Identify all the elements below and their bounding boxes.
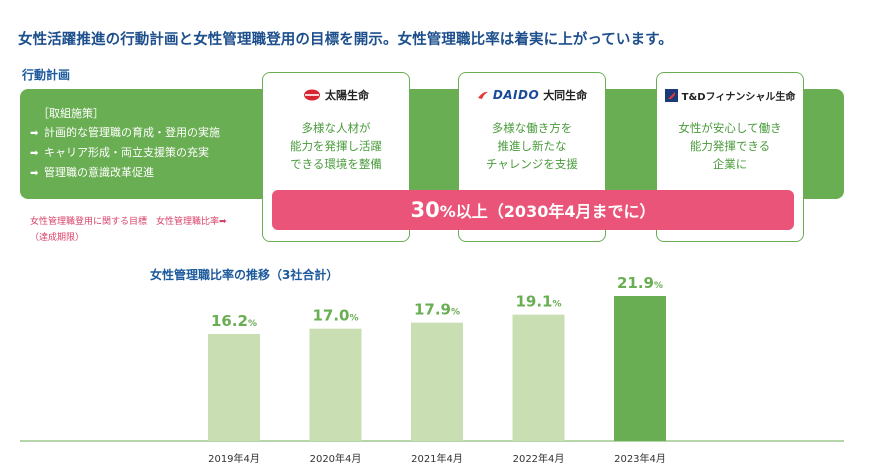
target-label: 女性管理職登用に関する目標 女性管理職比率➡ [30,217,227,227]
daido-wing-icon [477,91,488,99]
company-goal: 多様な働き方を 推進し新たな チャレンジを支援 [486,121,578,171]
target-sublabel: （達成期限） [30,233,85,243]
company-goal: 多様な人材が 能力を発揮し活躍 できる環境を整備 [290,121,382,171]
action-plan-label: 行動計画 [22,68,71,82]
taiyo-sun-icon [304,89,320,101]
td-flag-icon [664,88,678,102]
bar-value-label: 19.1% [515,293,561,311]
bar [309,328,362,441]
x-tick-label: 2021年4月 [411,452,463,465]
x-tick-label: 2022年4月 [513,452,565,465]
target-suffix: %以上（2030年4月までに） [439,202,656,221]
company-logo: T&Dフィナンシャル生命 [657,85,803,105]
company-goal: 女性が安心して働き 能力発揮できる 企業に [678,121,782,171]
policy-title: ［取組施策］ [38,107,104,120]
arrow-right-icon: ➡ [30,128,39,139]
x-tick-label: 2019年4月 [208,452,260,465]
x-tick-label: 2023年4月 [614,452,666,465]
bar-value-label: 17.9% [414,301,460,319]
company-name: T&Dフィナンシャル生命 [681,91,796,103]
target-value: 30 [410,198,440,222]
policy-item: ➡ 管理職の意識改革促進 [30,163,220,183]
daido-logotype: DAIDO [492,88,540,102]
policy-item: ➡ 計画的な管理職の育成・登用の実施 [30,123,220,143]
company-logo: 太陽生命 [263,85,409,105]
bar-value-label: 16.2% [211,312,257,330]
arrow-right-icon: ➡ [30,148,39,159]
company-logo: DAIDO 大同生命 [459,85,605,105]
bar-value-label: 17.0% [312,307,358,325]
company-name: 太陽生命 [325,89,369,102]
headline: 女性活躍推進の行動計画と女性管理職登用の目標を開示。女性管理職比率は着実に上がっ… [18,32,673,48]
company-name: 大同生命 [543,89,588,102]
bar-value-label: 21.9% [617,274,663,292]
policy-list: ［取組施策］ ➡ 計画的な管理職の育成・登用の実施 ➡ キャリア形成・両立支援策の充… [30,104,220,183]
chart-title: 女性管理職比率の推移（3社合計） [150,268,339,282]
policy-item: ➡ キャリア形成・両立支援策の充実 [30,143,220,163]
x-tick-label: 2020年4月 [310,452,362,465]
bar [614,296,666,441]
bar [208,334,260,441]
target-banner: 30 %以上（2030年4月までに） [272,190,794,230]
bar [411,322,463,441]
bar [512,314,565,441]
arrow-right-icon: ➡ [30,168,39,179]
